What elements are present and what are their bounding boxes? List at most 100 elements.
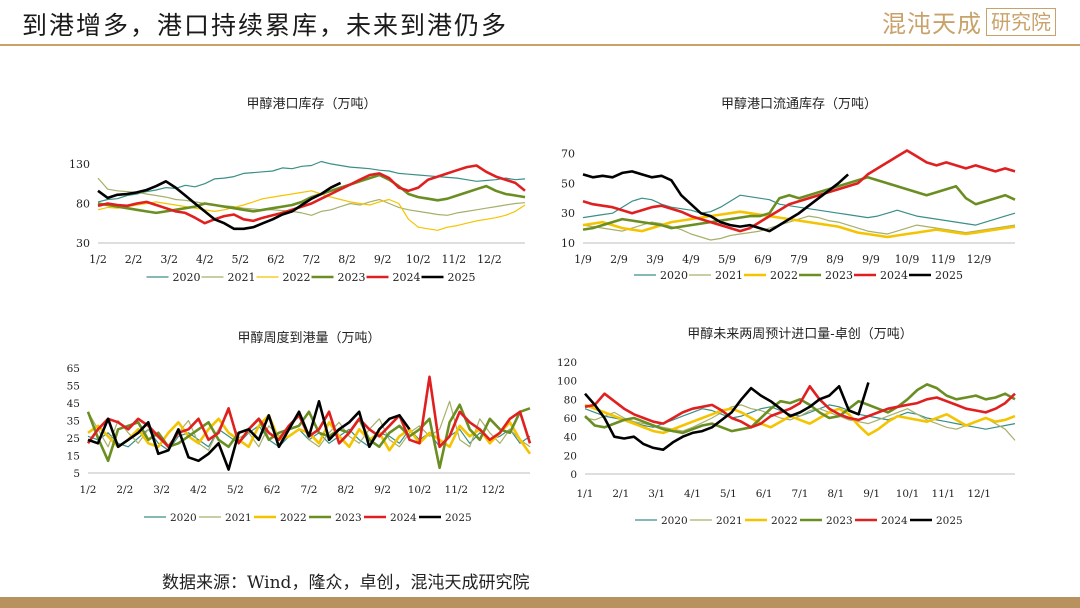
chart-title: 甲醇未来两周预计进口量-卓创（万吨） xyxy=(687,326,912,342)
x-tick-label: 1/2 xyxy=(80,484,97,496)
x-tick-label: 8/2 xyxy=(338,253,356,266)
legend-label-2020: 2020 xyxy=(173,271,201,284)
legend-label-2025: 2025 xyxy=(935,269,963,282)
x-tick-label: 7/9 xyxy=(790,253,808,266)
x-tick-label: 2/2 xyxy=(116,484,133,496)
y-tick-label: 120 xyxy=(557,357,577,369)
footer-bar xyxy=(0,597,1080,608)
x-tick-label: 10/2 xyxy=(408,484,432,496)
legend-label-2025: 2025 xyxy=(936,515,963,527)
x-tick-label: 12/1 xyxy=(967,488,991,500)
legend-label-2024: 2024 xyxy=(881,515,908,527)
x-tick-label: 11/1 xyxy=(932,488,956,500)
series-line-2024 xyxy=(582,149,1016,233)
legend-label-2020: 2020 xyxy=(170,512,197,524)
y-tick-label: 5 xyxy=(73,468,80,480)
x-tick-label: 8/9 xyxy=(826,253,844,266)
y-tick-label: 45 xyxy=(67,398,80,410)
data-source-note: 数据来源：Wind，隆众，卓创，混沌天成研究院 xyxy=(162,573,530,593)
logo-main-text: 混沌天成 xyxy=(882,10,982,38)
x-tick-label: 9/2 xyxy=(374,253,392,266)
x-tick-label: 1/1 xyxy=(577,488,594,500)
y-tick-label: 30 xyxy=(561,207,575,220)
x-tick-label: 5/2 xyxy=(231,253,249,266)
x-tick-label: 10/2 xyxy=(406,253,431,266)
series-line-2025 xyxy=(97,180,342,231)
x-tick-label: 6/2 xyxy=(267,253,285,266)
x-tick-label: 6/9 xyxy=(754,253,772,266)
y-tick-label: 35 xyxy=(67,416,80,428)
x-tick-label: 6/2 xyxy=(264,484,281,496)
chart-port-inventory: 甲醇港口库存（万吨） 30 80 130 1/2 2/2 3/2 4/2 5/2 6/2 7/2 8/… xyxy=(69,96,526,284)
x-tick-label: 8/2 xyxy=(337,484,354,496)
y-tick-label: 70 xyxy=(561,147,575,160)
chart-expected-imports: 甲醇未来两周预计进口量-卓创（万吨） 0 20 40 60 80 100 120 1/1 2/1 3… xyxy=(557,326,1016,527)
x-tick-label: 4/2 xyxy=(196,253,214,266)
legend-label-2022: 2022 xyxy=(280,512,307,524)
legend-label-2021: 2021 xyxy=(716,515,743,527)
y-tick-label: 130 xyxy=(69,158,90,171)
x-tick-label: 1/9 xyxy=(574,253,592,266)
x-tick-label: 4/2 xyxy=(190,484,207,496)
series-line-2021 xyxy=(97,177,526,216)
y-tick-label: 20 xyxy=(564,450,577,462)
y-tick-label: 40 xyxy=(564,432,577,444)
y-tick-label: 50 xyxy=(561,177,575,190)
series-line-2023 xyxy=(97,173,526,215)
series-line-2023 xyxy=(582,176,1016,231)
legend-label-2020: 2020 xyxy=(661,515,688,527)
x-tick-label: 12/2 xyxy=(481,484,505,496)
y-tick-label: 60 xyxy=(564,413,577,425)
legend-label-2021: 2021 xyxy=(715,269,743,282)
legend-label-2021: 2021 xyxy=(225,512,252,524)
legend-label-2023: 2023 xyxy=(335,512,362,524)
x-tick-label: 12/9 xyxy=(967,253,992,266)
page-title: 到港增多，港口持续累库，未来到港仍多 xyxy=(22,11,509,40)
series-line-2024 xyxy=(584,385,1016,429)
series-line-2022 xyxy=(582,210,1016,239)
series-line-2022 xyxy=(584,403,1016,437)
x-tick-label: 3/9 xyxy=(646,253,664,266)
legend-label-2020: 2020 xyxy=(660,269,688,282)
x-tick-label: 10/9 xyxy=(895,253,920,266)
series-line-2020 xyxy=(582,194,1016,226)
x-tick-label: 2/9 xyxy=(610,253,628,266)
x-tick-label: 7/1 xyxy=(792,488,809,500)
y-tick-label: 55 xyxy=(67,381,80,393)
x-tick-label: 10/1 xyxy=(896,488,920,500)
x-tick-label: 9/1 xyxy=(863,488,880,500)
series-line-2020 xyxy=(97,160,526,203)
x-tick-label: 5/1 xyxy=(720,488,737,500)
x-tick-label: 11/2 xyxy=(445,484,469,496)
legend-label-2023: 2023 xyxy=(825,269,853,282)
y-tick-label: 80 xyxy=(564,394,577,406)
x-tick-label: 4/1 xyxy=(684,488,701,500)
legend-label-2023: 2023 xyxy=(826,515,853,527)
legend-label-2024: 2024 xyxy=(393,271,421,284)
y-tick-label: 100 xyxy=(557,376,577,388)
legend-label-2021: 2021 xyxy=(228,271,256,284)
x-tick-label: 2/2 xyxy=(125,253,143,266)
series-line-2021 xyxy=(582,215,1016,241)
x-tick-label: 9/9 xyxy=(862,253,880,266)
x-tick-label: 3/2 xyxy=(160,253,178,266)
x-tick-label: 5/2 xyxy=(227,484,244,496)
x-tick-label: 7/2 xyxy=(303,253,321,266)
legend-label-2024: 2024 xyxy=(880,269,908,282)
x-tick-label: 3/1 xyxy=(648,488,665,500)
logo-box-text: 研究院 xyxy=(986,7,1056,36)
legend-label-2025: 2025 xyxy=(445,512,472,524)
series-line-2023 xyxy=(86,403,531,470)
chart-port-circulating-inventory: 甲醇港口流通库存（万吨） 10 30 50 70 1/9 2/9 3/9 4/9 5/9 6/9 7/… xyxy=(561,96,1016,282)
series-line-2025 xyxy=(582,170,849,233)
series-line-2023 xyxy=(584,383,1016,435)
y-tick-label: 80 xyxy=(76,197,90,210)
legend-label-2022: 2022 xyxy=(770,269,798,282)
x-tick-label: 11/9 xyxy=(931,253,956,266)
x-tick-label: 4/9 xyxy=(682,253,700,266)
chart-title: 甲醇港口库存（万吨） xyxy=(246,96,376,112)
legend-label-2025: 2025 xyxy=(448,271,476,284)
x-tick-label: 6/1 xyxy=(756,488,773,500)
series-line-2024 xyxy=(97,164,526,225)
y-tick-label: 15 xyxy=(67,451,80,463)
